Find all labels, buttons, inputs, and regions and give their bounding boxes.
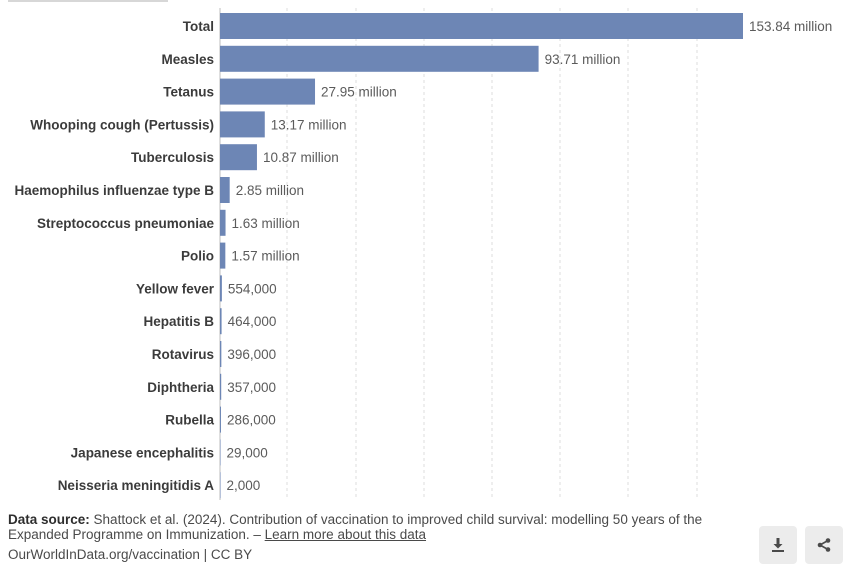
bar xyxy=(220,341,222,367)
value-label: 13.17 million xyxy=(271,117,347,132)
bar xyxy=(220,13,743,39)
source-label: Data source: xyxy=(8,512,90,527)
download-icon xyxy=(772,538,784,552)
category-label: Diphtheria xyxy=(147,380,214,395)
data-source-note: Data source: Shattock et al. (2024). Con… xyxy=(8,512,748,542)
category-label: Rotavirus xyxy=(152,347,214,362)
value-label: 464,000 xyxy=(228,314,277,329)
value-label: 10.87 million xyxy=(263,150,339,165)
category-label: Japanese encephalitis xyxy=(71,445,214,460)
category-label: Tuberculosis xyxy=(131,150,214,165)
category-label: Measles xyxy=(161,52,214,67)
bar xyxy=(220,439,221,466)
value-label: 554,000 xyxy=(228,281,277,296)
category-label: Total xyxy=(183,19,214,34)
bar xyxy=(220,406,221,433)
bar xyxy=(220,209,226,236)
value-labels: 153.84 million 93.71 million 27.95 million… xyxy=(227,19,833,493)
bar-chart: Total Measles Tetanus Whooping cough (Pertu… xyxy=(14,8,833,500)
bar xyxy=(220,242,226,269)
category-label: Tetanus xyxy=(163,85,214,100)
category-label: Yellow fever xyxy=(136,281,215,296)
value-label: 396,000 xyxy=(227,347,276,362)
category-label: Haemophilus influenzae type B xyxy=(14,183,214,198)
bar xyxy=(220,78,316,105)
bar xyxy=(220,45,539,72)
category-label: Rubella xyxy=(165,413,214,428)
bar xyxy=(220,472,221,499)
download-button[interactable] xyxy=(759,526,797,564)
tab-underline xyxy=(8,0,168,2)
value-label: 27.95 million xyxy=(321,85,397,100)
bar xyxy=(220,144,257,171)
value-label: 357,000 xyxy=(227,380,276,395)
value-label: 1.63 million xyxy=(232,216,300,231)
value-label: 93.71 million xyxy=(545,52,621,67)
category-label: Streptococcus pneumoniae xyxy=(37,216,215,231)
bar xyxy=(220,111,265,138)
source-text: Shattock et al. (2024). Contribution of … xyxy=(8,512,703,542)
category-labels: Total Measles Tetanus Whooping cough (Pertu… xyxy=(14,19,214,493)
value-label: 29,000 xyxy=(227,445,268,460)
bar xyxy=(220,308,222,335)
category-label: Neisseria meningitidis A xyxy=(58,478,215,493)
bar xyxy=(220,373,222,400)
category-label: Polio xyxy=(181,249,214,264)
bar xyxy=(220,275,222,302)
bar xyxy=(220,177,230,203)
category-label: Hepatitis B xyxy=(143,314,214,329)
value-label: 286,000 xyxy=(227,413,276,428)
bars xyxy=(220,13,743,499)
value-label: 1.57 million xyxy=(231,249,299,264)
value-label: 2.85 million xyxy=(236,183,304,198)
share-icon xyxy=(817,538,831,552)
share-button[interactable] xyxy=(805,526,843,564)
value-label: 2,000 xyxy=(227,478,261,493)
value-label: 153.84 million xyxy=(749,19,832,34)
learn-more-link[interactable]: Learn more about this data xyxy=(264,527,427,542)
attribution: OurWorldInData.org/vaccination | CC BY xyxy=(8,547,253,562)
category-label: Whooping cough (Pertussis) xyxy=(30,117,214,132)
